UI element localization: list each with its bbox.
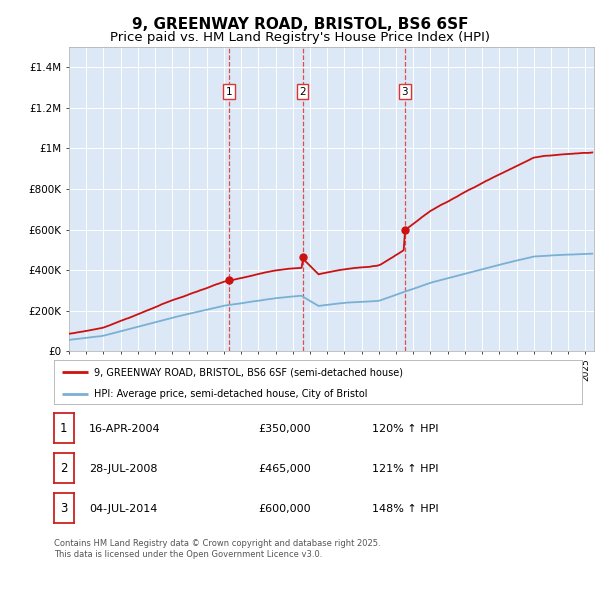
Text: 28-JUL-2008: 28-JUL-2008	[89, 464, 157, 474]
Text: HPI: Average price, semi-detached house, City of Bristol: HPI: Average price, semi-detached house,…	[94, 389, 367, 399]
Text: 3: 3	[401, 87, 408, 97]
Text: £350,000: £350,000	[258, 424, 311, 434]
Text: £600,000: £600,000	[258, 504, 311, 514]
Text: 1: 1	[60, 422, 68, 435]
Text: 1: 1	[226, 87, 232, 97]
Text: 121% ↑ HPI: 121% ↑ HPI	[372, 464, 439, 474]
Text: 9, GREENWAY ROAD, BRISTOL, BS6 6SF (semi-detached house): 9, GREENWAY ROAD, BRISTOL, BS6 6SF (semi…	[94, 368, 403, 377]
Text: Price paid vs. HM Land Registry's House Price Index (HPI): Price paid vs. HM Land Registry's House …	[110, 31, 490, 44]
Text: 04-JUL-2014: 04-JUL-2014	[89, 504, 157, 514]
Text: 3: 3	[60, 502, 68, 515]
Text: Contains HM Land Registry data © Crown copyright and database right 2025.
This d: Contains HM Land Registry data © Crown c…	[54, 539, 380, 559]
Text: £465,000: £465,000	[258, 464, 311, 474]
Text: 2: 2	[299, 87, 306, 97]
Text: 16-APR-2004: 16-APR-2004	[89, 424, 160, 434]
Text: 148% ↑ HPI: 148% ↑ HPI	[372, 504, 439, 514]
Text: 2: 2	[60, 462, 68, 475]
Text: 9, GREENWAY ROAD, BRISTOL, BS6 6SF: 9, GREENWAY ROAD, BRISTOL, BS6 6SF	[132, 17, 468, 31]
Text: 120% ↑ HPI: 120% ↑ HPI	[372, 424, 439, 434]
